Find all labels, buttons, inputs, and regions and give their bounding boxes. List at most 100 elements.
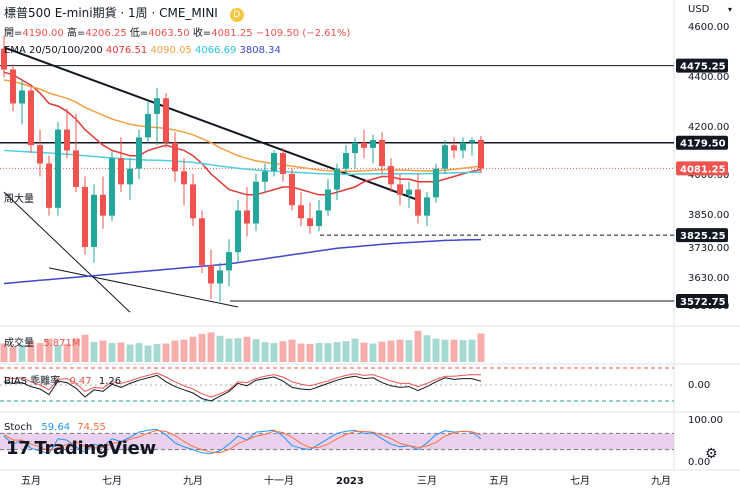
ema-line-1 [3, 79, 482, 173]
volume-bar [333, 342, 341, 362]
candle-body [451, 145, 457, 151]
candle-body [82, 186, 88, 247]
time-tick-label: 三月 [417, 475, 437, 487]
volume-bar [117, 342, 125, 362]
volume-bar [45, 338, 53, 362]
candle-body [379, 140, 385, 167]
volume-bar [459, 340, 467, 362]
trendline [48, 267, 239, 308]
open-label: 開= [4, 28, 23, 39]
big-volume-annotation: 周大量 [4, 194, 34, 205]
time-tick-label: 十一月 [264, 474, 294, 487]
volume-bar [342, 341, 350, 362]
volume-bar [243, 336, 251, 362]
candlestick-series [1, 35, 484, 302]
time-tick-label: 五月 [489, 475, 509, 487]
currency-dropdown-icon: ▾ [728, 5, 732, 14]
candle-body [127, 168, 133, 185]
candle-body [460, 142, 466, 151]
time-tick-label: 五月 [21, 475, 41, 487]
ema-line-2 [3, 149, 482, 175]
high-value: 4206.25 [85, 28, 127, 39]
tradingview-wordmark: TradingView [34, 438, 156, 459]
candle-body [415, 189, 421, 216]
volume-bar [198, 333, 206, 362]
stoch-label: Stoch [4, 422, 33, 433]
volume-bar [297, 343, 305, 362]
candle-body [469, 140, 475, 143]
low-value: 4063.50 [148, 28, 190, 39]
volume-bar [108, 343, 116, 362]
close-label: 收= [192, 28, 212, 39]
candle-body [190, 184, 196, 219]
settings-gear-icon[interactable]: ⚙ [705, 446, 718, 462]
close-value: 4081.25 [211, 28, 253, 39]
candle-body [226, 252, 232, 271]
candle-body [424, 197, 430, 216]
candle-body [361, 142, 367, 148]
volume-bar [378, 341, 386, 362]
candle-body [163, 98, 169, 143]
bias-value-1: 0.47 [69, 376, 92, 387]
volume-value: 5.871M [43, 338, 81, 349]
tradingview-logo[interactable]: 𝟭𝟳 TradingView [6, 438, 156, 459]
volume-bar [225, 338, 233, 362]
candle-body [100, 194, 106, 216]
time-tick-label: 七月 [570, 475, 590, 487]
volume-bar [360, 342, 368, 362]
bias-value-2: 1.26 [98, 376, 122, 387]
volume-bar [324, 343, 332, 362]
volume-bar [441, 339, 449, 362]
volume-bar [90, 342, 98, 362]
candle-body [370, 140, 376, 148]
trendline [3, 46, 419, 201]
level-3572-tag [676, 294, 728, 309]
price-tick-label: 3630.00 [688, 273, 729, 284]
candle-body [217, 270, 223, 284]
volume-bar [414, 330, 422, 362]
ema-lines [3, 71, 482, 285]
ema20-value: 4076.51 [105, 45, 148, 56]
volume-legend[interactable]: 成交量 5.871M [4, 334, 80, 349]
ema-legend[interactable]: EMA 20/50/100/200 4076.51 4090.05 4066.6… [4, 45, 281, 56]
volume-bar [189, 336, 197, 362]
bias-legend[interactable]: BIAS 乖離率 0.47 1.26 [4, 372, 121, 387]
candle-body [1, 48, 7, 70]
candle-body [199, 218, 205, 266]
open-value: 4190.00 [22, 28, 64, 39]
candle-body [280, 153, 286, 174]
candle-body [388, 166, 394, 185]
volume-bar [216, 335, 224, 362]
volume-bar [306, 344, 314, 362]
volume-bar [234, 338, 242, 362]
bias-axis-label: 0.00 [688, 380, 710, 391]
candle-body [64, 129, 70, 151]
candle-body [28, 90, 34, 146]
price-tags: 4475.25 4179.50 4081.25 3825.25 3572.75 [676, 58, 728, 309]
volume-bar [153, 344, 161, 362]
time-tick-label: 九月 [651, 475, 671, 487]
volume-bar [81, 334, 89, 362]
candle-body [55, 129, 61, 208]
candle-body [262, 171, 268, 182]
candle-body [289, 173, 295, 206]
level-3572-text: 3572.75 [680, 297, 726, 308]
ema100-value: 4066.69 [194, 45, 237, 56]
price-tick-label: 3730.00 [688, 243, 729, 254]
volume-bar [99, 340, 107, 362]
symbol-header[interactable]: 標普500 E-mini期貨 · 1周 · CME_MINI D [4, 4, 244, 22]
stoch-legend[interactable]: Stoch 59.64 74.55 [4, 422, 106, 433]
candle-body [91, 194, 97, 247]
trendline [3, 191, 131, 313]
ema200-value: 3808.34 [239, 45, 281, 56]
volume-pane [0, 330, 485, 362]
time-tick-label: 2023 [336, 476, 364, 487]
candle-body [271, 153, 277, 172]
level-4475-tag [676, 58, 728, 73]
stoch-d-value: 74.55 [77, 422, 106, 433]
price-tick-label: 3850.00 [688, 210, 729, 221]
volume-bar [63, 344, 71, 362]
volume-bar [9, 346, 17, 362]
volume-bar [54, 345, 62, 362]
